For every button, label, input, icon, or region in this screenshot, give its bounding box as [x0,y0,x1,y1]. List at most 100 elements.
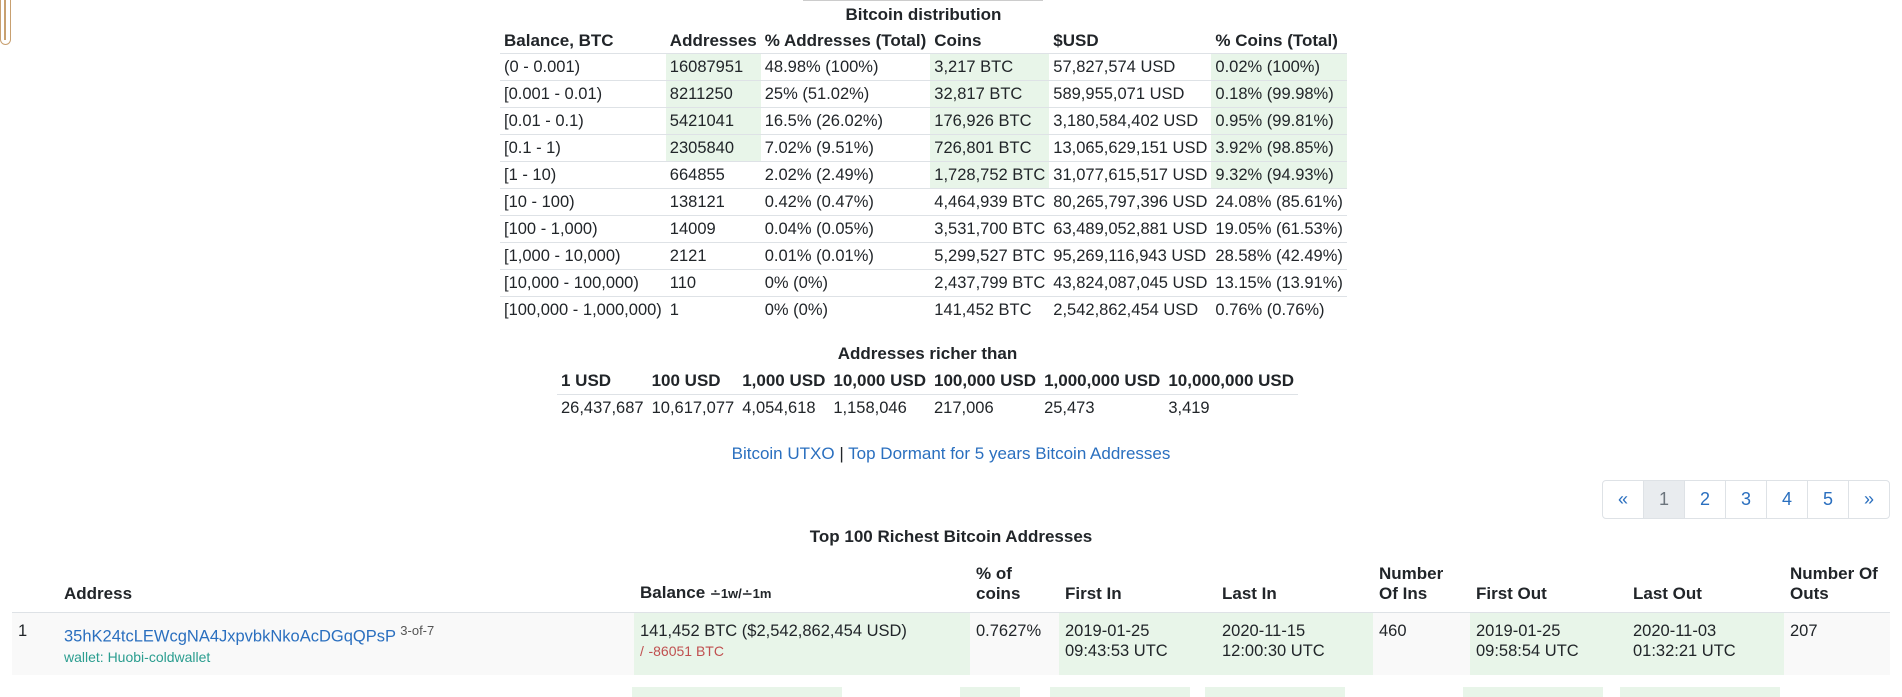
richer-value: 10,617,077 [647,394,739,422]
richer-section: Addresses richer than 1 USD 100 USD 1,000 … [557,340,1299,422]
dist-cell-usd: 13,065,629,151 USD [1049,134,1212,162]
dist-cell-usd: 63,489,052,881 USD [1049,215,1212,243]
utxo-link[interactable]: Bitcoin UTXO [731,444,835,463]
dist-cell-usd: 95,269,116,943 USD [1049,242,1212,270]
dist-cell-addresses: 2305840 [665,134,761,162]
dist-cell-coins: 32,817 BTC [930,80,1050,108]
dist-cell-coins: 3,531,700 BTC [930,215,1050,243]
dist-cell-usd: 57,827,574 USD [1049,53,1212,81]
dist-cell-pct-addresses: 16.5% (26.02%) [760,107,931,135]
num-outs-cell: 207 [1784,612,1890,675]
richer-header: 1,000 USD [742,370,826,390]
col-num-outs[interactable]: Number Of Outs [1784,560,1890,613]
dist-cell-pct-addresses: 48.98% (100%) [760,53,931,81]
last-out-time: 01:32:21 UTC [1633,642,1736,660]
dist-cell-pct-coins: 0.18% (99.98%) [1211,80,1347,108]
dist-cell-balance: [10 - 100) [500,188,666,216]
table-row: [1,000 - 10,000) 2121 0.01% (0.01%) 5,299,5… [500,242,1347,270]
last-in-cell: 2020-11-15 12:00:30 UTC [1216,612,1373,675]
dist-cell-addresses: 16087951 [665,53,761,81]
dist-cell-pct-coins: 13.15% (13.91%) [1211,269,1347,297]
dist-cell-usd: 31,077,615,517 USD [1049,161,1212,189]
dist-cell-pct-coins: 19.05% (61.53%) [1211,215,1347,243]
dist-cell-pct-addresses: 7.02% (9.51%) [760,134,931,162]
scroll-handle[interactable] [0,0,11,45]
richer-header: 1,000,000 USD [1044,370,1161,390]
dist-cell-balance: [1,000 - 10,000) [500,242,666,270]
richer-header: 10,000 USD [833,370,926,390]
richer-value: 3,419 [1164,394,1299,422]
last-in-date: 2020-11-15 [1222,622,1306,640]
dist-cell-coins: 4,464,939 BTC [930,188,1050,216]
richer-header: 1 USD [561,370,612,390]
pagination-prev-button[interactable]: « [1602,480,1644,519]
dist-cell-addresses: 110 [665,269,761,297]
table-row: [1 - 10) 664855 2.02% (2.49%) 1,728,752 BTC… [500,161,1347,189]
dist-cell-coins: 141,452 BTC [930,296,1050,323]
col-first-out[interactable]: First Out [1470,560,1627,613]
dist-cell-usd: 2,542,862,454 USD [1049,296,1212,323]
richer-value: 4,054,618 [738,394,830,422]
balance-value: 141,452 BTC ($2,542,862,454 USD) [640,622,907,640]
dist-cell-coins: 726,801 BTC [930,134,1050,162]
first-out-date: 2019-01-25 [1476,622,1561,640]
col-balance[interactable]: Balance ∸1w/∸1m [634,560,970,613]
top-addresses-table: Address Balance ∸1w/∸1m % of coins First … [12,560,1890,675]
richer-value: 25,473 [1040,394,1165,422]
dist-cell-addresses: 1 [665,296,761,323]
table-row: [10,000 - 100,000) 110 0% (0%) 2,437,799 BT… [500,269,1347,297]
distribution-section: Bitcoin distribution Balance, BTC Address… [500,0,1347,323]
col-percent[interactable]: % of coins [970,560,1059,613]
next-row-percent-strip [960,687,1020,697]
table-row: [100 - 1,000) 14009 0.04% (0.05%) 3,531,700… [500,215,1347,243]
dist-cell-pct-coins: 0.76% (0.76%) [1211,296,1347,323]
richer-header: 10,000,000 USD [1168,370,1295,390]
distribution-title: Bitcoin distribution [803,0,1044,28]
num-ins-header-line2: Of Ins [1379,584,1428,603]
pagination-page-5[interactable]: 5 [1807,480,1849,519]
pagination-next-button[interactable]: » [1848,480,1890,519]
address-cell: 35hK24tcLEWcgNA4JxpvbkNkoAcDGqQPsP 3-of-… [58,612,634,675]
pagination-page-3[interactable]: 3 [1725,480,1767,519]
last-out-date: 2020-11-03 [1633,622,1717,640]
dist-cell-pct-addresses: 0.42% (0.47%) [760,188,931,216]
col-address[interactable]: Address [58,560,634,613]
dist-header-balance: Balance, BTC [504,30,614,50]
dist-cell-pct-addresses: 0% (0%) [760,296,931,323]
dist-cell-addresses: 664855 [665,161,761,189]
last-out-cell: 2020-11-03 01:32:21 UTC [1627,612,1784,675]
multisig-badge: 3-of-7 [400,623,435,638]
col-rank [12,560,58,613]
dist-header-pct-coins: % Coins (Total) [1215,30,1338,50]
col-first-in[interactable]: First In [1059,560,1216,613]
percent-cell: 0.7627% [970,612,1059,675]
balance-cell: 141,452 BTC ($2,542,862,454 USD) / -8605… [634,612,970,675]
dist-cell-pct-coins: 28.58% (42.49%) [1211,242,1347,270]
dormant-link[interactable]: Top Dormant for 5 years Bitcoin Addresse… [848,444,1171,463]
first-out-cell: 2019-01-25 09:58:54 UTC [1470,612,1627,675]
col-num-ins[interactable]: Number Of Ins [1373,560,1470,613]
dist-cell-coins: 2,437,799 BTC [930,269,1050,297]
richer-header: 100,000 USD [933,370,1037,390]
dist-cell-usd: 80,265,797,396 USD [1049,188,1212,216]
richer-table: 1 USD 100 USD 1,000 USD 10,000 USD 100,000 U… [557,367,1299,422]
dist-cell-pct-addresses: 0.01% (0.01%) [760,242,931,270]
dist-cell-pct-addresses: 2.02% (2.49%) [760,161,931,189]
pagination: «1 2 3 4 5» [1602,480,1890,519]
pagination-page-4[interactable]: 4 [1766,480,1808,519]
address-link[interactable]: 35hK24tcLEWcgNA4JxpvbkNkoAcDGqQPsP [64,627,396,646]
richer-title: Addresses richer than [837,344,1018,363]
dist-cell-pct-addresses: 25% (51.02%) [760,80,931,108]
balance-change: -86051 BTC [648,643,724,659]
table-row: (0 - 0.001) 16087951 48.98% (100%) 3,217 BT… [500,53,1347,81]
dist-cell-pct-coins: 0.02% (100%) [1211,53,1347,81]
table-row: [0.01 - 0.1) 5421041 16.5% (26.02%) 176,926… [500,107,1347,135]
col-last-out[interactable]: Last Out [1627,560,1784,613]
dist-cell-pct-coins: 9.32% (94.93%) [1211,161,1347,189]
pagination-page-1[interactable]: 1 [1643,480,1685,519]
pagination-page-2[interactable]: 2 [1684,480,1726,519]
col-last-in[interactable]: Last In [1216,560,1373,613]
table-row: 1 35hK24tcLEWcgNA4JxpvbkNkoAcDGqQPsP 3-o… [12,612,1890,675]
balance-change-prefix: / [640,643,644,659]
dist-cell-addresses: 5421041 [665,107,761,135]
